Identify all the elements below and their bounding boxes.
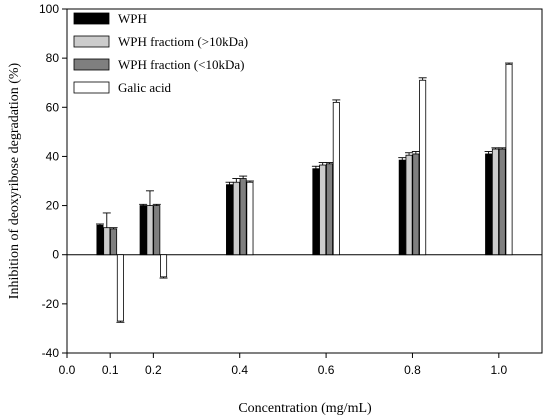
x-tick-label: 0.2: [145, 363, 162, 377]
bar: [146, 205, 154, 256]
y-tick-label: 60: [46, 100, 60, 114]
x-tick-label: 0.6: [318, 363, 335, 377]
bar: [232, 181, 240, 256]
legend-swatch: [73, 35, 110, 48]
bar: [246, 181, 254, 256]
y-tick-label: 80: [46, 51, 60, 65]
bar: [116, 254, 124, 322]
legend-label: WPH fractiom (>10kDa): [118, 34, 248, 49]
x-tick-label: 0.4: [231, 363, 248, 377]
bar: [226, 184, 234, 256]
legend-swatch: [73, 81, 110, 94]
bar: [491, 148, 499, 256]
legend-swatch: [73, 12, 110, 25]
x-tick-label: 0.0: [59, 363, 76, 377]
bar: [398, 159, 406, 256]
bar: [319, 164, 327, 256]
bar: [110, 228, 118, 256]
bar: [332, 101, 340, 256]
legend: WPH WPH fractiom (>10kDa) WPH fraction (<1…: [73, 11, 248, 95]
y-tick-label: 0: [52, 248, 59, 262]
y-tick-label: 40: [46, 149, 60, 163]
bars-group: [95, 62, 514, 323]
bar: [325, 163, 333, 256]
y-axis-ticks: -40 -20 0 20 40 60 80 100: [39, 2, 67, 360]
x-axis-title: Concentration (mg/mL): [238, 401, 372, 416]
y-tick-label: -20: [42, 297, 60, 311]
bar: [498, 148, 506, 256]
bar: [485, 153, 493, 256]
legend-label: WPH fraction (<10kDa): [118, 57, 244, 72]
y-tick-label: 20: [46, 199, 60, 213]
x-tick-label: 0.8: [404, 363, 421, 377]
y-tick-label: -40: [42, 346, 60, 360]
bar: [153, 205, 161, 256]
legend-label: WPH: [118, 11, 147, 26]
y-axis-title: Inhibition of deoxyribose degradation (%…: [7, 62, 22, 299]
bar: [103, 227, 111, 256]
bar: [239, 178, 247, 256]
bar: [160, 254, 168, 278]
bar: [405, 154, 413, 256]
x-axis-ticks: 0.0 0.1 0.2 0.4 0.6 0.8 1.0: [59, 353, 507, 377]
bar: [505, 63, 513, 256]
legend-swatch: [73, 58, 110, 71]
bar: [412, 153, 420, 256]
bar: [312, 168, 320, 256]
x-tick-label: 0.1: [102, 363, 119, 377]
bar: [139, 205, 147, 256]
x-tick-label: 1.0: [490, 363, 507, 377]
y-tick-label: 100: [39, 2, 59, 16]
bar: [96, 224, 104, 256]
bar: [419, 79, 427, 256]
legend-label: Galic acid: [118, 80, 172, 95]
plot-area-frame: [66, 8, 543, 354]
